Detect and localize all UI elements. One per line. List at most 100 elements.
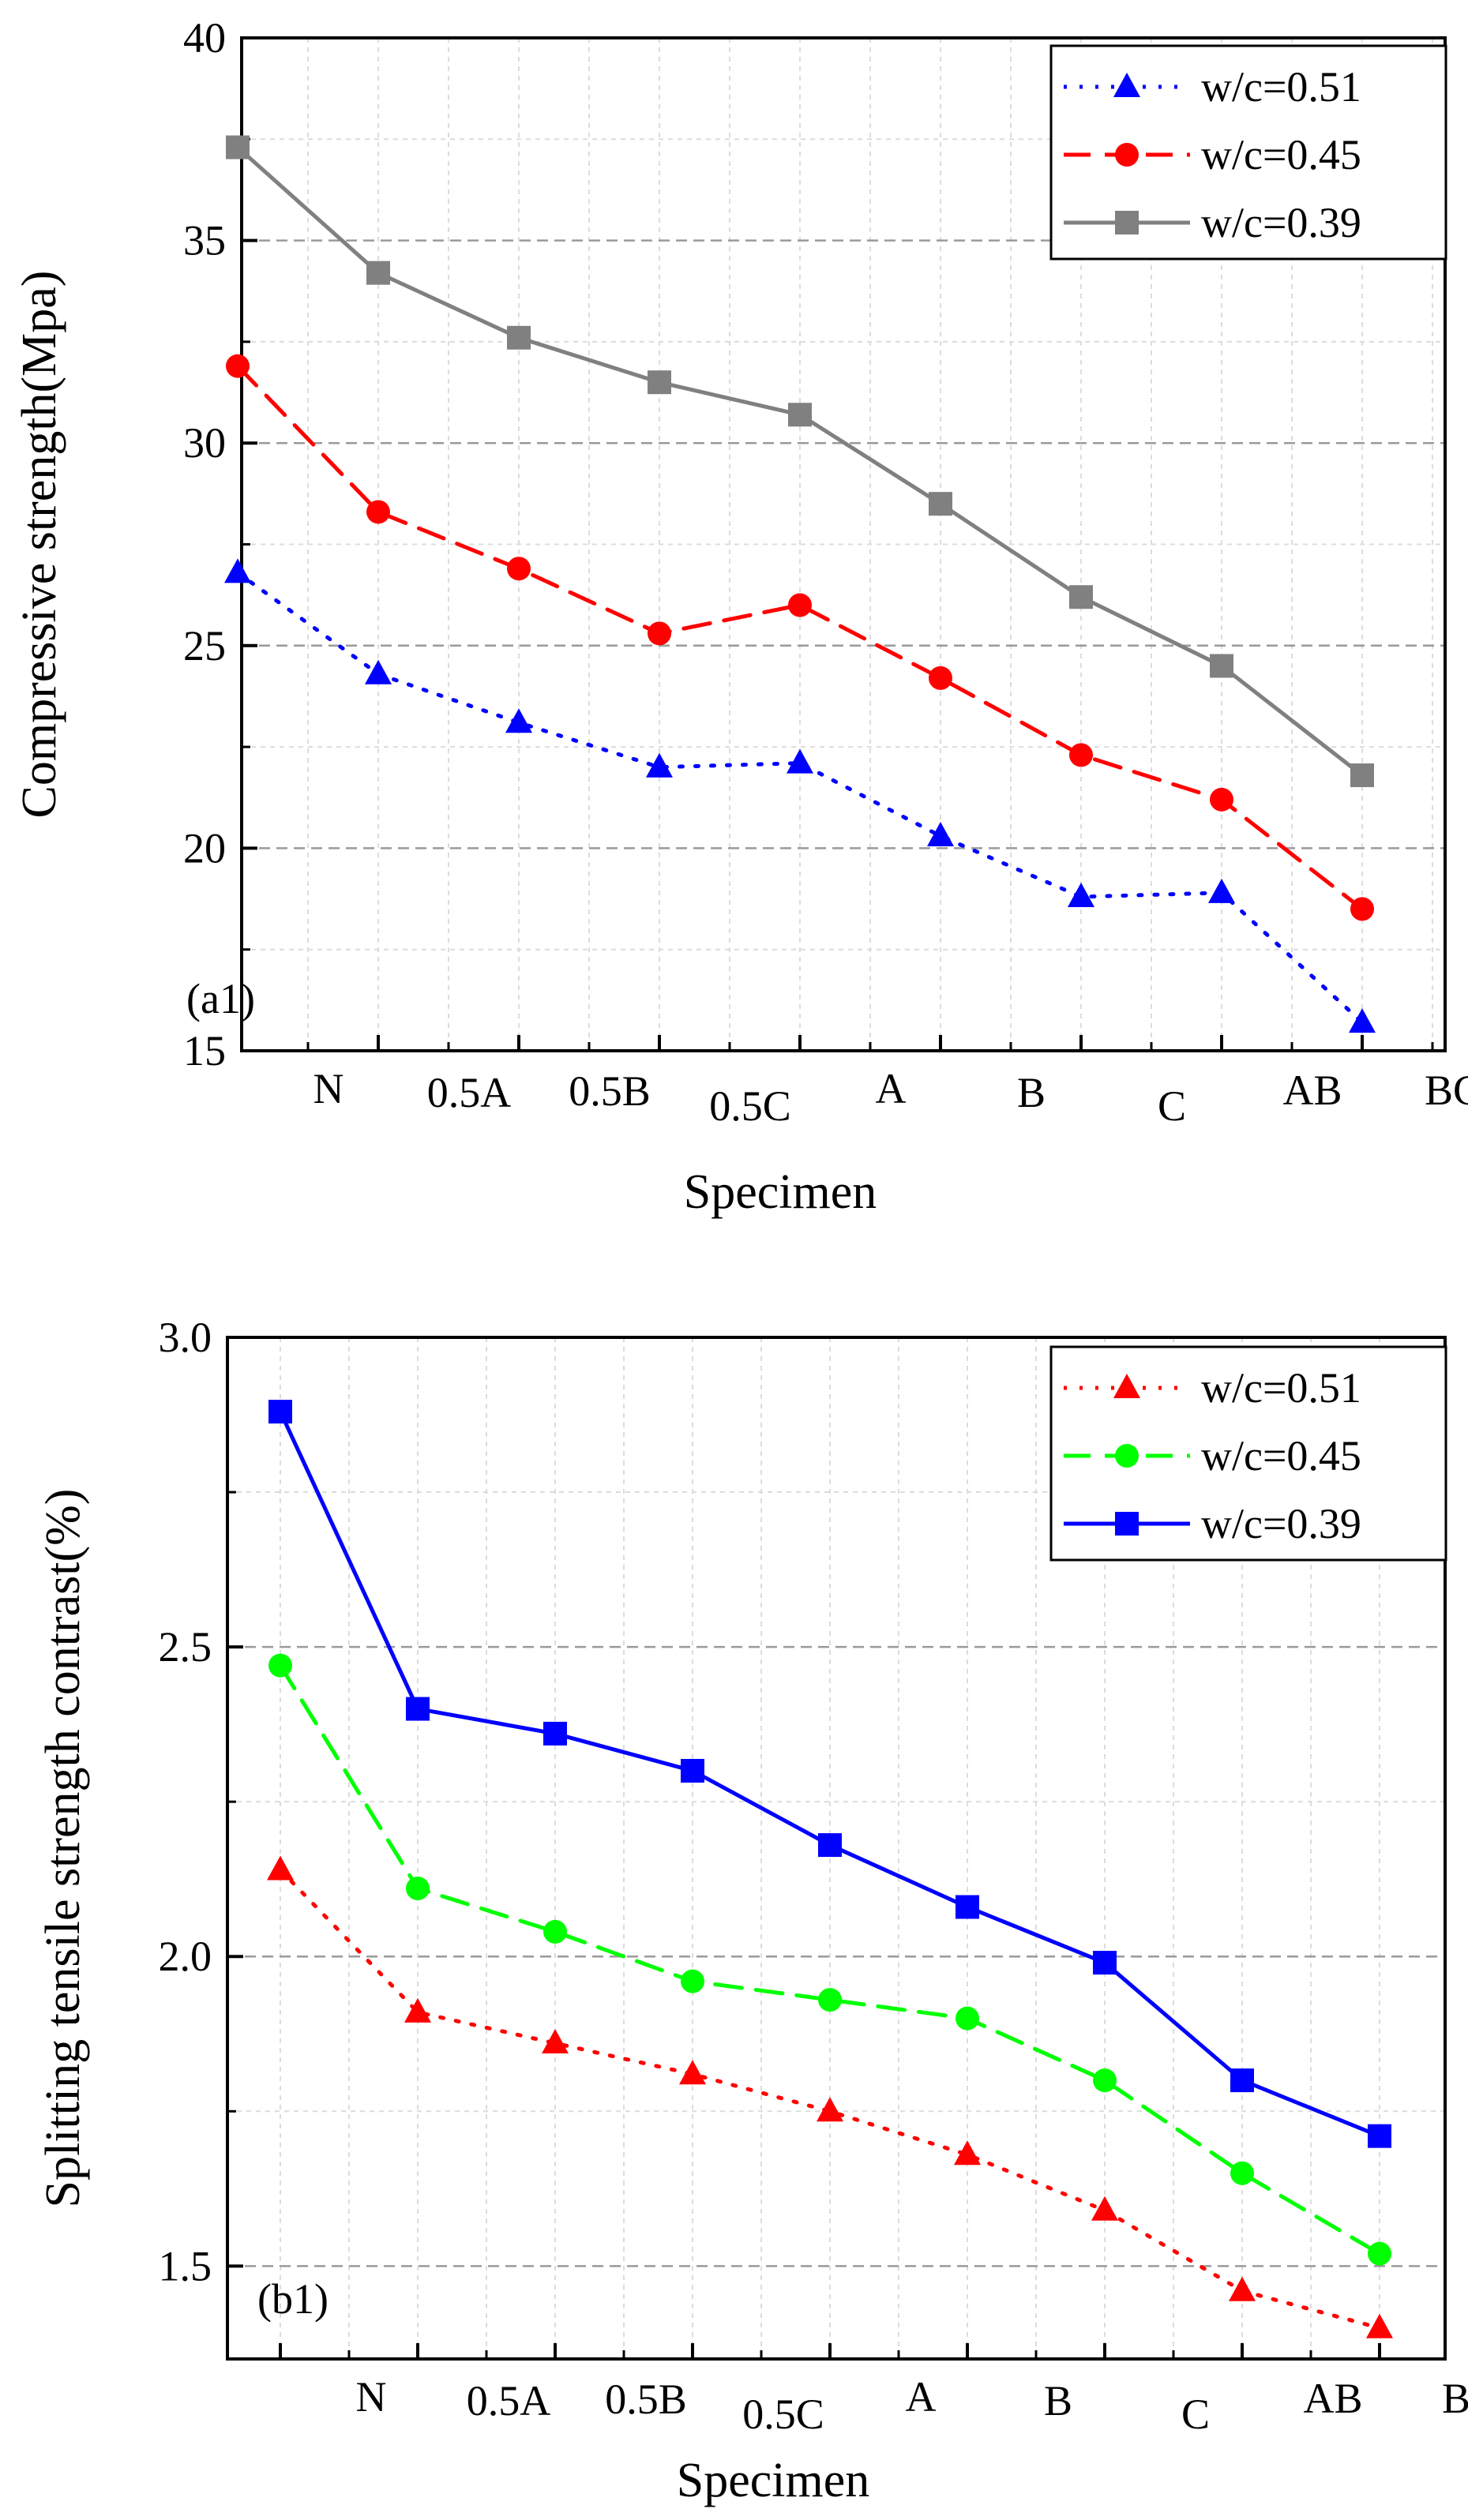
data-point bbox=[818, 1833, 842, 1858]
legend-label: w/c=0.45 bbox=[1201, 1432, 1361, 1479]
y-axis-title: Splitting tensile strength contrast(%) bbox=[36, 1489, 90, 2208]
data-point bbox=[1368, 2241, 1391, 2266]
data-point bbox=[1091, 2196, 1118, 2221]
data-point bbox=[1210, 787, 1233, 812]
x-tick-label: B bbox=[1044, 2377, 1072, 2424]
data-point bbox=[648, 370, 671, 395]
data-point bbox=[788, 403, 812, 427]
data-point bbox=[1349, 1008, 1376, 1033]
x-tick-label: N bbox=[356, 2373, 387, 2421]
y-tick-label: 15 bbox=[183, 1027, 226, 1074]
data-point bbox=[1069, 585, 1093, 609]
legend-marker bbox=[1113, 73, 1140, 97]
data-point bbox=[817, 2097, 843, 2122]
data-point bbox=[366, 500, 390, 524]
data-point bbox=[681, 1758, 704, 1783]
y-tick-label: 35 bbox=[183, 217, 226, 264]
series-w/c=0.45 bbox=[268, 1653, 1391, 2266]
data-point bbox=[406, 1876, 430, 1900]
y-tick-label: 2.0 bbox=[159, 1933, 212, 1980]
data-point bbox=[818, 1988, 842, 2012]
x-tick-label: 0.5A bbox=[467, 2377, 551, 2424]
x-tick-label: C bbox=[1181, 2391, 1210, 2438]
x-tick-label: B bbox=[1017, 1069, 1046, 1116]
series-w/c=0.51 bbox=[267, 1855, 1393, 2338]
legend-marker bbox=[1113, 1374, 1140, 1398]
data-point bbox=[1093, 2068, 1117, 2093]
data-point bbox=[226, 135, 250, 159]
x-tick-label: 0.5B bbox=[569, 1067, 651, 1115]
data-point bbox=[929, 492, 952, 516]
x-tick-label: A bbox=[876, 1065, 907, 1112]
data-point bbox=[1208, 878, 1235, 903]
legend-label: w/c=0.39 bbox=[1201, 199, 1361, 246]
x-tick-label: 0.5C bbox=[709, 1082, 791, 1130]
y-tick-label: 20 bbox=[183, 824, 226, 872]
data-point bbox=[406, 1697, 430, 1721]
y-tick-label: 30 bbox=[183, 419, 226, 467]
y-tick-label: 25 bbox=[183, 622, 226, 669]
data-point bbox=[956, 1895, 979, 1919]
data-point bbox=[1366, 2313, 1393, 2338]
legend-label: w/c=0.39 bbox=[1201, 1500, 1361, 1547]
legend-label: w/c=0.45 bbox=[1201, 131, 1361, 178]
legend-label: w/c=0.51 bbox=[1201, 63, 1361, 111]
data-point bbox=[1350, 763, 1374, 788]
data-point bbox=[956, 2006, 979, 2031]
series-line bbox=[278, 1663, 1382, 2256]
panel-label: (b1) bbox=[257, 2275, 329, 2323]
data-point bbox=[1069, 743, 1093, 767]
data-point bbox=[1068, 882, 1094, 907]
data-point bbox=[542, 2029, 569, 2054]
data-point bbox=[681, 1969, 704, 1993]
data-point bbox=[226, 354, 250, 378]
series-w/c=0.45 bbox=[226, 354, 1374, 921]
panel-label: (a1) bbox=[186, 975, 255, 1022]
series-line bbox=[235, 364, 1365, 911]
data-point bbox=[648, 621, 671, 646]
legend: w/c=0.51 w/c=0.45 w/c=0.39 bbox=[1049, 44, 1447, 261]
x-tick-label: BC bbox=[1442, 2375, 1468, 2422]
y-tick-label: 3.0 bbox=[159, 1314, 212, 1361]
y-tick-label: 2.5 bbox=[159, 1623, 212, 1671]
data-point bbox=[268, 1400, 292, 1424]
legend-marker bbox=[1115, 1512, 1139, 1536]
x-axis-title: Specimen bbox=[684, 1165, 877, 1219]
splitting-tensile-chart: 1.52.02.53.0N0.5A0.5B0.5CABCABBCSpecimen… bbox=[36, 1314, 1468, 2507]
series-line bbox=[235, 570, 1365, 1025]
data-point bbox=[787, 748, 813, 774]
data-point bbox=[1210, 654, 1233, 678]
series-w/c=0.39 bbox=[268, 1400, 1391, 2148]
data-point bbox=[366, 261, 390, 285]
data-point bbox=[954, 2140, 981, 2166]
data-point bbox=[927, 822, 954, 847]
data-point bbox=[268, 1653, 292, 1678]
data-point bbox=[679, 2060, 706, 2085]
legend-marker bbox=[1115, 1444, 1139, 1468]
x-axis-title: Specimen bbox=[677, 2454, 870, 2507]
plot-frame bbox=[226, 1336, 1447, 2361]
x-tick-label: N bbox=[313, 1065, 344, 1112]
x-tick-label: 0.5A bbox=[427, 1069, 512, 1116]
data-point bbox=[929, 666, 952, 690]
x-tick-label: A bbox=[906, 2373, 937, 2421]
data-point bbox=[543, 1721, 567, 1746]
data-point bbox=[646, 752, 673, 778]
series-w/c=0.39 bbox=[226, 135, 1374, 788]
data-point bbox=[404, 1997, 431, 2023]
data-point bbox=[267, 1855, 294, 1881]
x-tick-label: AB bbox=[1282, 1067, 1342, 1114]
data-point bbox=[1229, 2276, 1256, 2301]
y-axis-title: Compressive strength(Mpa) bbox=[13, 271, 66, 819]
x-tick-label: BC bbox=[1425, 1067, 1468, 1114]
x-tick-label: AB bbox=[1303, 2375, 1362, 2422]
y-tick-label: 1.5 bbox=[159, 2242, 212, 2289]
x-tick-label: C bbox=[1158, 1082, 1186, 1130]
data-point bbox=[507, 557, 531, 581]
legend-label: w/c=0.51 bbox=[1201, 1364, 1361, 1412]
x-tick-label: 0.5C bbox=[742, 2391, 824, 2438]
x-tick-label: 0.5B bbox=[605, 2376, 687, 2423]
legend-marker bbox=[1115, 211, 1139, 234]
